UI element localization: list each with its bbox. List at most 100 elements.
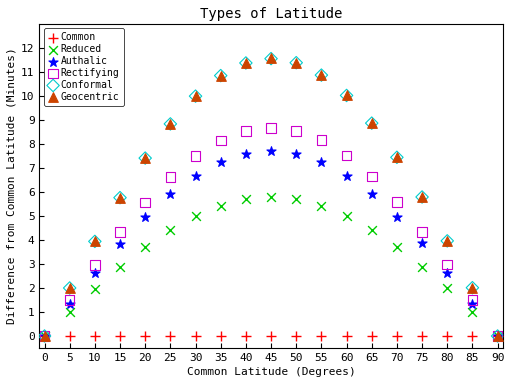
Authalic (166, 191, 175, 197)
Authalic (40, 333, 49, 339)
Geocentric (368, 120, 376, 126)
Common (393, 333, 401, 339)
Authalic (418, 240, 426, 247)
Common (166, 333, 175, 339)
Conformal (418, 194, 426, 200)
Reduced (317, 202, 326, 209)
Common (91, 333, 99, 339)
Authalic (217, 159, 225, 165)
Reduced (468, 309, 477, 315)
Reduced (418, 263, 426, 270)
Common (494, 333, 502, 339)
Rectifying (267, 125, 275, 131)
Rectifying (443, 262, 452, 268)
Conformal (91, 238, 99, 245)
Geocentric (418, 194, 426, 200)
Conformal (40, 333, 49, 339)
Conformal (368, 120, 376, 126)
Geocentric (468, 285, 477, 291)
Rectifying (166, 174, 175, 180)
Reduced (191, 213, 200, 219)
Reduced (242, 196, 250, 202)
Conformal (66, 285, 74, 291)
Reduced (292, 196, 301, 202)
Authalic (292, 151, 301, 157)
Rectifying (66, 297, 74, 303)
Authalic (317, 159, 326, 165)
Rectifying (494, 333, 502, 339)
Reduced (443, 285, 452, 291)
Authalic (191, 173, 200, 179)
Conformal (141, 155, 150, 161)
Reduced (494, 333, 502, 339)
Common (468, 333, 477, 339)
Legend: Common, Reduced, Authalic, Rectifying, Conformal, Geocentric: Common, Reduced, Authalic, Rectifying, C… (45, 28, 123, 106)
Reduced (166, 227, 175, 233)
Geocentric (494, 333, 502, 339)
Common (66, 333, 74, 339)
Conformal (116, 195, 124, 201)
Geocentric (343, 92, 351, 98)
Conformal (317, 72, 326, 78)
Authalic (116, 240, 124, 247)
Authalic (66, 301, 74, 307)
Conformal (217, 73, 225, 79)
Common (267, 333, 275, 339)
Authalic (443, 270, 452, 276)
Reduced (91, 286, 99, 292)
Authalic (242, 151, 250, 157)
Common (368, 333, 376, 339)
Reduced (343, 213, 351, 219)
Geocentric (40, 333, 49, 339)
Rectifying (343, 152, 351, 159)
Reduced (368, 227, 376, 233)
Rectifying (317, 137, 326, 143)
Geocentric (292, 60, 301, 66)
Common (443, 333, 452, 339)
Authalic (267, 148, 275, 154)
Authalic (393, 214, 401, 220)
Reduced (393, 243, 401, 250)
Rectifying (242, 128, 250, 134)
Authalic (368, 191, 376, 197)
Rectifying (468, 297, 477, 303)
Common (217, 333, 225, 339)
Conformal (443, 238, 452, 244)
Authalic (91, 270, 99, 276)
X-axis label: Common Latitude (Degrees): Common Latitude (Degrees) (187, 367, 355, 377)
Reduced (66, 309, 74, 315)
Common (418, 333, 426, 339)
Geocentric (317, 72, 326, 78)
Conformal (494, 333, 502, 339)
Geocentric (242, 60, 250, 66)
Reduced (141, 244, 150, 250)
Conformal (242, 60, 250, 66)
Title: Types of Latitude: Types of Latitude (200, 7, 342, 21)
Geocentric (217, 73, 225, 79)
Rectifying (217, 137, 225, 144)
Common (141, 333, 150, 339)
Reduced (116, 264, 124, 270)
Authalic (141, 214, 150, 220)
Conformal (292, 60, 301, 66)
Rectifying (91, 262, 99, 268)
Reduced (217, 203, 225, 209)
Geocentric (91, 238, 99, 245)
Authalic (343, 172, 351, 179)
Authalic (494, 333, 502, 339)
Geocentric (191, 93, 200, 99)
Conformal (166, 121, 175, 127)
Rectifying (116, 229, 124, 235)
Conformal (393, 154, 401, 161)
Authalic (468, 301, 477, 307)
Geocentric (393, 154, 401, 160)
Common (317, 333, 326, 339)
Common (191, 333, 200, 339)
Rectifying (368, 173, 376, 179)
Conformal (191, 93, 200, 99)
Rectifying (393, 199, 401, 205)
Common (292, 333, 301, 339)
Conformal (468, 285, 477, 291)
Rectifying (141, 199, 150, 205)
Conformal (267, 56, 275, 62)
